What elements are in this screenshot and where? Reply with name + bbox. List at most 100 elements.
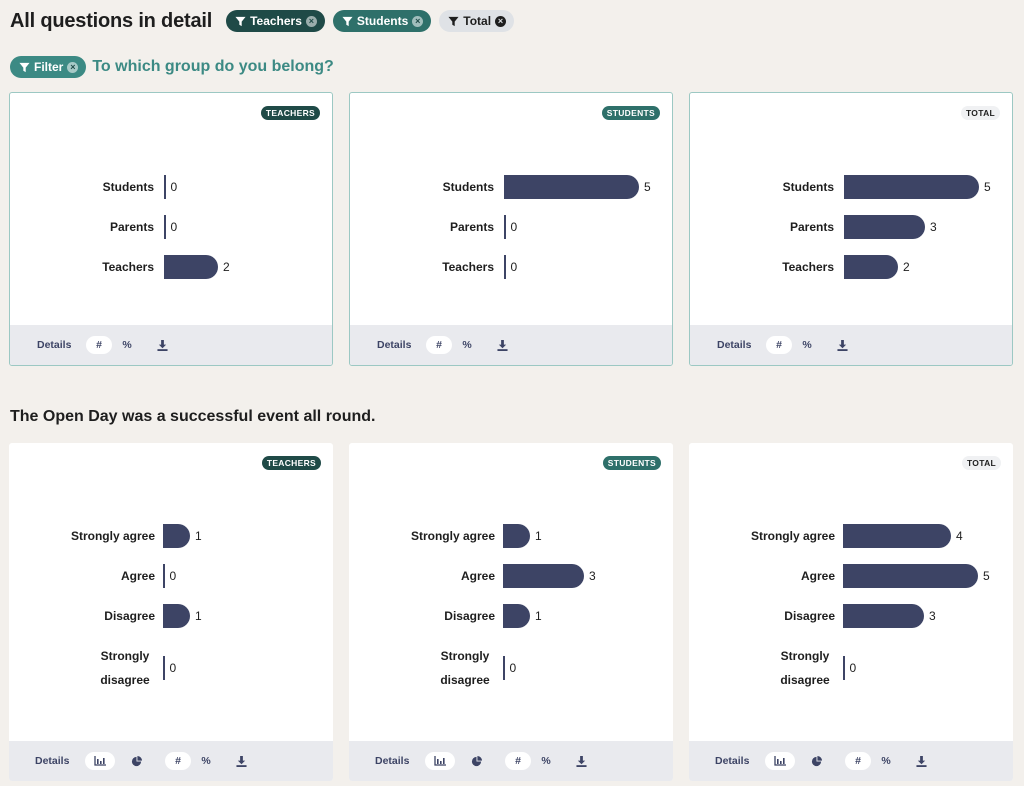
- total-tag[interactable]: Total ×: [439, 10, 515, 32]
- bar-chart-icon: [94, 756, 106, 766]
- download-icon: [836, 339, 848, 351]
- category-label: Parents: [789, 220, 834, 234]
- download-button[interactable]: [229, 752, 253, 770]
- teachers-tag-label: Teachers: [250, 14, 302, 28]
- value-label: 0: [849, 661, 857, 675]
- download-button[interactable]: [909, 752, 933, 770]
- count-view-button[interactable]: #: [165, 752, 191, 770]
- page-header: All questions in detail Teachers × Stude…: [10, 8, 515, 34]
- download-button[interactable]: [830, 336, 854, 354]
- zero-bar: [164, 175, 166, 199]
- question-1-card-students: STUDENTS Students 5 Parents 0 Teachers 0 Detail…: [349, 92, 673, 366]
- chart-row: Students 5: [350, 175, 672, 199]
- value-label: 1: [195, 609, 202, 623]
- chart-row: Disagree 1: [349, 604, 673, 628]
- category-label: Disagree: [444, 609, 495, 623]
- value-label: 3: [589, 569, 596, 583]
- page-title: All questions in detail: [10, 9, 213, 32]
- value-label: 0: [169, 661, 177, 675]
- remove-total-icon[interactable]: ×: [495, 15, 507, 27]
- pie-chart-icon: [471, 755, 482, 766]
- percent-view-button[interactable]: %: [201, 755, 211, 767]
- pie-chart-view-button[interactable]: [125, 752, 147, 770]
- category-label: Teachers: [102, 260, 154, 274]
- percent-view-button[interactable]: %: [462, 339, 472, 351]
- category-label: Students: [102, 180, 154, 194]
- value-label: 3: [930, 220, 937, 234]
- category-label: Students: [442, 180, 494, 194]
- filter-icon: [19, 62, 30, 72]
- details-link[interactable]: Details: [375, 755, 410, 767]
- count-view-button[interactable]: #: [505, 752, 531, 770]
- percent-view-button[interactable]: %: [802, 339, 812, 351]
- category-label: Teachers: [782, 260, 834, 274]
- value-label: 3: [929, 609, 936, 623]
- details-link[interactable]: Details: [717, 339, 752, 351]
- bar-chart-view-button[interactable]: [765, 752, 795, 770]
- filter-label: Filter: [34, 60, 64, 74]
- card-footer: Details #%: [10, 325, 332, 365]
- chart-row: Students 5: [690, 175, 1012, 199]
- details-link[interactable]: Details: [35, 755, 70, 767]
- value-label: 1: [535, 529, 542, 543]
- chart-row: Agree 5: [689, 564, 1013, 588]
- chart-row: Teachers 0: [350, 255, 672, 279]
- bar-chart-view-button[interactable]: [425, 752, 455, 770]
- value-label: 4: [956, 529, 963, 543]
- zero-bar: [504, 215, 506, 239]
- pie-chart-icon: [131, 755, 142, 766]
- chart-row: Agree 3: [349, 564, 673, 588]
- group-badge: TOTAL: [961, 456, 1001, 470]
- category-label: Strongly disagree: [780, 649, 830, 687]
- percent-view-button[interactable]: %: [541, 755, 551, 767]
- group-badge: STUDENTS: [601, 106, 660, 120]
- details-link[interactable]: Details: [37, 339, 72, 351]
- bar-chart-view-button[interactable]: [85, 752, 115, 770]
- count-view-button[interactable]: #: [86, 336, 112, 354]
- students-tag[interactable]: Students ×: [332, 10, 432, 32]
- count-view-button[interactable]: #: [845, 752, 871, 770]
- category-label: Strongly agree: [410, 529, 495, 543]
- count-view-button[interactable]: #: [426, 336, 452, 354]
- category-label: Strongly disagree: [440, 649, 490, 687]
- pie-chart-view-button[interactable]: [465, 752, 487, 770]
- chart-row: Parents 0: [350, 215, 672, 239]
- category-label: Disagree: [104, 609, 155, 623]
- value-label: 0: [509, 661, 517, 675]
- value-label: 0: [170, 220, 178, 234]
- value-bar: [843, 564, 978, 588]
- pie-chart-view-button[interactable]: [805, 752, 827, 770]
- remove-students-icon[interactable]: ×: [412, 15, 424, 27]
- percent-view-button[interactable]: %: [881, 755, 891, 767]
- value-label: 1: [195, 529, 202, 543]
- zero-bar: [163, 564, 165, 588]
- download-icon: [156, 339, 168, 351]
- remove-filter-icon[interactable]: ×: [67, 61, 79, 73]
- category-label: Parents: [449, 220, 494, 234]
- category-label: Strongly agree: [70, 529, 155, 543]
- chart-row: Teachers 2: [10, 255, 332, 279]
- download-button[interactable]: [569, 752, 593, 770]
- chart-row: Strongly disagree 0: [689, 649, 1013, 687]
- download-button[interactable]: [150, 336, 174, 354]
- value-label: 1: [535, 609, 542, 623]
- percent-view-button[interactable]: %: [122, 339, 132, 351]
- value-label: 2: [903, 260, 910, 274]
- question-filter-tag[interactable]: Filter ×: [10, 56, 87, 78]
- chart-row: Strongly agree 4: [689, 524, 1013, 548]
- teachers-tag[interactable]: Teachers ×: [226, 10, 325, 32]
- question-2-title: The Open Day was a successful event all …: [10, 408, 376, 425]
- chart-row: Strongly disagree 0: [349, 649, 673, 687]
- question-2-card-students: STUDENTS Strongly agree 1 Agree 3 Disagree 1 St…: [349, 443, 673, 781]
- category-label: Strongly disagree: [100, 649, 150, 687]
- remove-teachers-icon[interactable]: ×: [305, 15, 317, 27]
- total-tag-label: Total: [463, 14, 492, 28]
- chart-row: Parents 3: [690, 215, 1012, 239]
- details-link[interactable]: Details: [715, 755, 750, 767]
- count-view-button[interactable]: #: [766, 336, 792, 354]
- download-button[interactable]: [490, 336, 514, 354]
- group-badge: TEACHERS: [260, 106, 320, 120]
- details-link[interactable]: Details: [377, 339, 412, 351]
- zero-bar: [164, 215, 166, 239]
- zero-bar: [843, 656, 845, 680]
